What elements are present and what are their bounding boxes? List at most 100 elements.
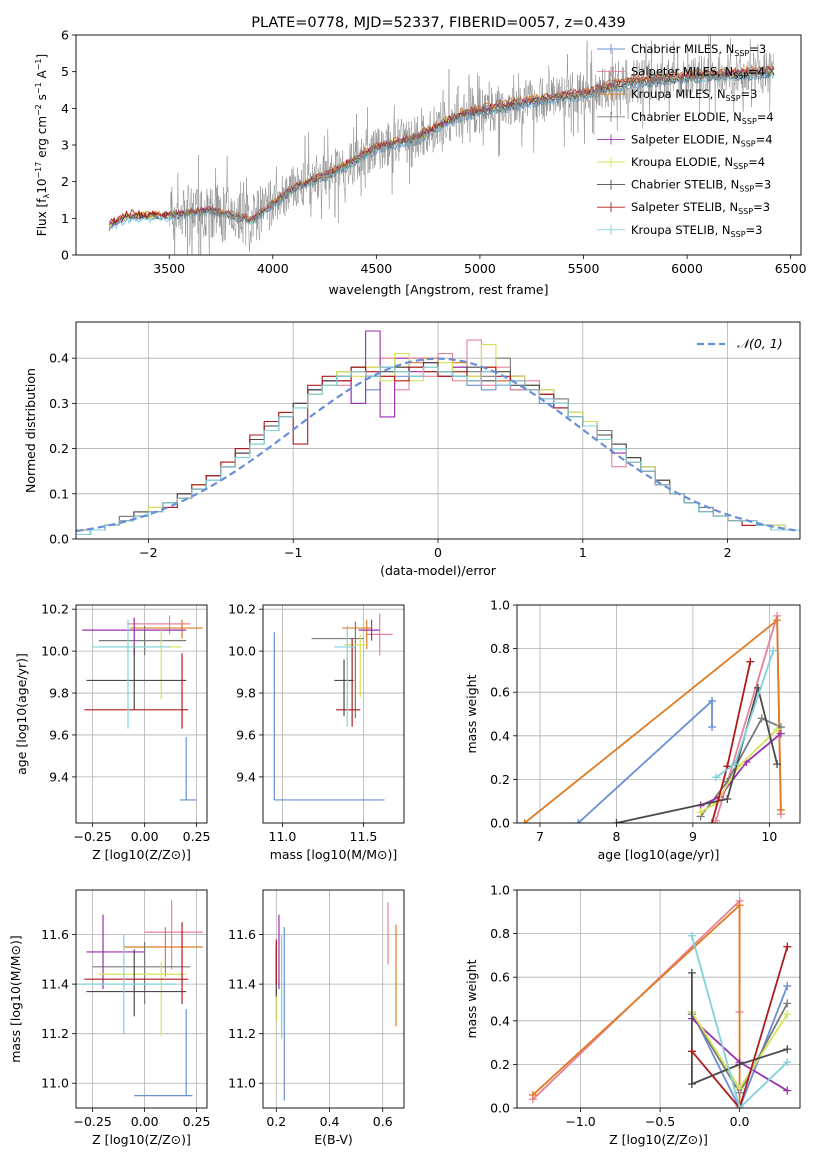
plus-marker (783, 1058, 792, 1067)
plus-marker (687, 1047, 696, 1056)
y-axis-label: Normed distribution (23, 368, 38, 493)
y-tick-label: 11.6 (41, 927, 69, 942)
legend-label: 𝒩(0, 1) (737, 336, 783, 351)
histogram-area (76, 330, 800, 536)
y-tick-label: 0.6 (490, 685, 510, 700)
y-tick-label: 0.6 (490, 970, 510, 985)
y-axis-label: mass weight (464, 674, 479, 753)
axes-frame (516, 604, 801, 824)
x-axis-label: Z [log10(Z/Z⊙)] (92, 1132, 191, 1147)
axes-frame (262, 604, 405, 824)
x-tick-label: 0.4 (320, 1114, 340, 1129)
x-tick-label: −0.5 (645, 1114, 675, 1129)
y-tick-label: 0.8 (490, 926, 510, 941)
plus-marker (735, 901, 744, 910)
axes-frame (516, 889, 801, 1109)
plus-marker (687, 1080, 696, 1089)
y-tick-label: 0.2 (49, 441, 69, 456)
y-axis-label: mass [log10(M/M⊙)] (8, 935, 23, 1063)
x-tick-label: 6500 (775, 261, 807, 276)
y-tick-label: 11.0 (41, 1076, 69, 1091)
residual-panel: −2 −1 0 1 2 0.0 0.1 0.2 0.3 0.4 𝒩(0, 1) (data-model… (23, 321, 801, 578)
x-axis-label: (data-model)/error (380, 563, 497, 578)
plus-marker (730, 760, 739, 769)
x-tick-label: 11.5 (350, 829, 378, 844)
y-tick-label: 0.4 (49, 351, 69, 366)
x-tick-label: −0.25 (73, 1114, 111, 1129)
x-tick-label: 0.00 (131, 829, 159, 844)
y-tick-label: 0.0 (49, 532, 69, 547)
x-tick-label: 1 (579, 545, 587, 560)
x-tick-label: 3500 (153, 261, 185, 276)
legend-label: Chabrier MILES, NSSP=3 (631, 42, 766, 58)
y-tick-label: 11.0 (228, 1076, 256, 1091)
x-tick-label: −1 (284, 545, 302, 560)
axes-frame (75, 604, 208, 824)
y-tick-label: 0.0 (490, 1101, 510, 1116)
plus-marker (783, 981, 792, 990)
y-tick-label: 0.8 (490, 641, 510, 656)
x-tick-label: 0.25 (183, 829, 211, 844)
y-tick-label: 9.6 (236, 727, 256, 742)
x-tick-label: 6000 (671, 261, 703, 276)
y-tick-label: 10.2 (228, 602, 256, 617)
x-tick-label: 2 (724, 545, 732, 560)
errorbar-area (275, 902, 397, 1101)
mass-weight-line (691, 946, 789, 1108)
y-tick-label: 5 (61, 64, 69, 79)
x-axis-label: mass [log10(M/M⊙)] (270, 847, 398, 862)
mass-weight-panel: −1.0 −0.5 0.0 0.0 0.2 0.4 0.6 0.8 1.0 Z [log10(Z/… (464, 883, 801, 1147)
mass-weight-line (532, 903, 741, 1106)
y-tick-label: 11.4 (41, 977, 69, 992)
y-tick-label: 11.6 (228, 927, 256, 942)
histogram-step (76, 366, 800, 536)
x-axis-label: Z [log10(Z/Z⊙)] (609, 1132, 708, 1147)
y-tick-label: 9.8 (236, 686, 256, 701)
y-tick-label: 6 (61, 28, 69, 43)
y-tick-label: 0.4 (490, 1013, 510, 1028)
y-tick-label: 0.0 (490, 816, 510, 831)
y-tick-label: 0.3 (49, 396, 69, 411)
y-tick-label: 4 (61, 101, 69, 116)
mass-weight-line (700, 728, 778, 813)
y-tick-label: 11.2 (228, 1026, 256, 1041)
errorbar-panel: 11.0 11.5 9.4 9.6 9.8 10.0 10.2 mass [log10(M/M… (228, 602, 405, 862)
mass-weight-panel: 7 8 9 10 0.0 0.2 0.4 0.6 0.8 1.0 age [log10(age/yr… (464, 598, 801, 862)
x-tick-label: 0.25 (183, 1114, 211, 1129)
plus-marker (574, 819, 583, 823)
spectrum-panel: PLATE=0778, MJD=52337, FIBERID=0057, z=0… (34, 15, 807, 297)
y-axis-label: Flux [fλ10−17 erg cm−2 s−1 A−1] (34, 54, 51, 236)
plus-marker (711, 773, 720, 782)
x-tick-label: 10 (761, 829, 777, 844)
x-tick-label: −2 (139, 545, 157, 560)
y-tick-label: 1 (61, 211, 69, 226)
y-tick-label: 0.2 (490, 772, 510, 787)
y-tick-label: 0.4 (490, 728, 510, 743)
x-axis-label: E(B-V) (314, 1132, 353, 1147)
plus-marker (783, 1010, 792, 1019)
plus-marker (687, 968, 696, 977)
plus-marker (783, 1086, 792, 1095)
x-tick-label: 0.0 (730, 1114, 750, 1129)
plus-marker (687, 931, 696, 940)
legend-label: Kroupa STELIB, NSSP=3 (631, 223, 762, 239)
plus-marker (735, 1084, 744, 1093)
errorbar-panel: 0.2 0.4 0.6 11.0 11.2 11.4 11.6 E(B-V) (228, 889, 405, 1147)
observed-spectrum-line (168, 35, 775, 255)
y-tick-label: 9.4 (49, 769, 69, 784)
y-tick-label: 11.4 (228, 977, 256, 992)
x-axis-label: Z [log10(Z/Z⊙)] (92, 847, 191, 862)
x-tick-label: 9 (689, 829, 697, 844)
legend-label: Salpeter MILES, NSSP=4 (631, 65, 765, 81)
y-tick-label: 0.2 (490, 1057, 510, 1072)
mass-weight-area (528, 896, 792, 1108)
x-tick-label: 11.0 (269, 829, 297, 844)
errorbar-panel: −0.25 0.00 0.25 11.0 11.2 11.4 11.6 Z [log10(Z/… (8, 889, 211, 1147)
x-tick-label: −1.0 (565, 1114, 595, 1129)
y-tick-label: 9.4 (236, 769, 256, 784)
plus-marker (776, 805, 785, 814)
y-tick-label: 3 (61, 138, 69, 153)
plus-marker (783, 942, 792, 951)
legend-label: Salpeter STELIB, NSSP=3 (631, 200, 770, 216)
plus-marker (708, 819, 717, 823)
